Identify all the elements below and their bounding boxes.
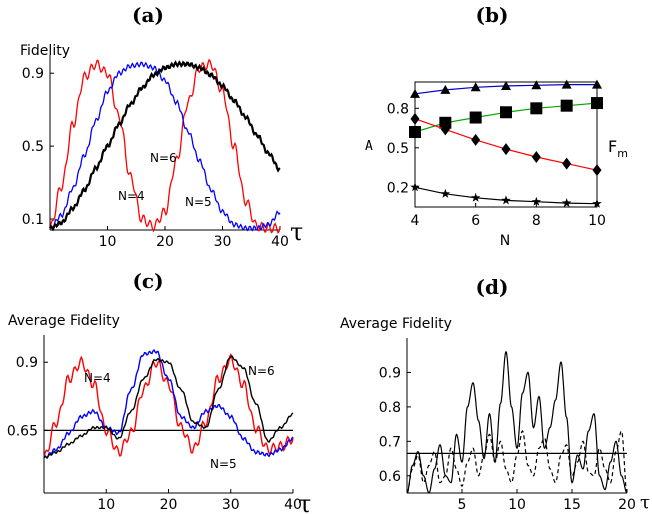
a-ytick-label: 0.5: [22, 139, 44, 155]
b-square-marker: [409, 126, 421, 138]
c-annotation-n5: N=5: [210, 457, 237, 471]
b-square-marker: [530, 102, 543, 115]
b-ytick-label: 0.2: [387, 180, 409, 196]
b-diamond-marker: [440, 123, 450, 136]
b-diamond-marker: [471, 133, 481, 146]
b-triangle-marker: [592, 79, 602, 89]
panel-a-xvar: τ: [290, 218, 303, 246]
panel-b-title: (b): [476, 3, 509, 27]
a-ytick-label: 0.9: [22, 66, 44, 82]
b-xtick-label: 8: [532, 213, 541, 229]
b-diamond-marker: [410, 112, 420, 125]
d-ytick-label: 0.6: [379, 469, 401, 485]
plot-d: 5 10 15 20 0.6 0.7 0.8 0.9: [379, 338, 636, 513]
c-series-line-N=4: [43, 352, 294, 458]
b-diamond-marker: [562, 157, 572, 170]
b-triangle-marker: [470, 82, 481, 92]
c-series-line-N=5: [43, 348, 294, 460]
c-series-line-N=6: [43, 354, 294, 459]
b-triangle-marker: [531, 80, 542, 90]
d-ytick-label: 0.7: [379, 434, 401, 450]
a-series-line-N=6: [49, 60, 281, 232]
d-ytick-label: 0.9: [379, 365, 401, 381]
panel-c-ylabel: Average Fidelity: [8, 313, 120, 329]
c-xtick-label: 30: [222, 497, 240, 513]
a-annotation-n5: N=5: [185, 195, 212, 209]
b-star-marker: [440, 188, 451, 198]
d-series-line-dashed: [406, 430, 628, 494]
b-star-marker: [470, 192, 481, 202]
c-annotation-n4: N=4: [84, 371, 111, 385]
a-series-line-N=4: [49, 58, 281, 234]
panel-b-right-label: Fm: [608, 137, 628, 160]
d-xtick-label: 15: [563, 497, 581, 513]
b-square-marker: [439, 116, 452, 129]
b-triangle-marker: [440, 84, 451, 94]
plot-a: 10 20 30 40 0.1 0.5 0.9 N=4 N=5 N=6: [22, 55, 289, 250]
b-star-marker: [410, 182, 420, 192]
panel-d: Average Fidelity τ 5 10 15 20 0.6 0.7 0.8 0.9: [340, 316, 650, 513]
a-annotation-n6: N=6: [150, 151, 177, 165]
panel-a-ylabel: Fidelity: [20, 43, 70, 59]
a-series-line-N=5: [49, 61, 281, 232]
b-xtick-label: 6: [471, 213, 480, 229]
d-xtick-label: 5: [458, 497, 467, 513]
d-series-line-solid: [406, 350, 628, 494]
panel-b-xlabel: N: [500, 233, 510, 249]
b-triangle-marker: [410, 88, 420, 98]
a-xtick-label: 20: [156, 234, 174, 250]
a-annotation-n4: N=4: [118, 189, 145, 203]
b-square-marker: [591, 97, 603, 110]
panel-c-xvar: τ: [298, 490, 311, 514]
a-xtick-label: 40: [271, 234, 289, 250]
panel-d-ylabel: Average Fidelity: [340, 316, 452, 332]
b-star-marker: [501, 195, 511, 205]
b-diamond-marker: [592, 164, 602, 177]
b-ytick-label: 0.5: [387, 141, 409, 157]
b-star-marker: [561, 198, 572, 208]
panel-a: Fidelity τ 10 20 30 40 0.1 0.5 0.9 N=4 N=5 N=6: [20, 43, 303, 250]
plot-b: 4 6 8 10 0.2 0.5 0.8: [387, 79, 606, 229]
b-xtick-label: 4: [411, 213, 420, 229]
b-diamond-marker: [501, 143, 511, 156]
a-xtick-label: 10: [99, 234, 117, 250]
d-xtick-label: 10: [508, 497, 526, 513]
b-square-marker: [469, 111, 482, 124]
b-triangle-marker: [501, 80, 511, 90]
b-ytick-label: 0.8: [387, 101, 409, 117]
c-xtick-label: 10: [97, 497, 115, 513]
c-annotation-n6: N=6: [248, 364, 275, 378]
b-triangle-marker: [561, 79, 572, 89]
panel-a-title: (a): [132, 3, 164, 27]
plot-c: 10 20 30 40 0.65 0.9 N=4 N=6 N=5: [7, 335, 302, 513]
b-star-marker: [592, 198, 602, 208]
panel-d-title: (d): [476, 275, 509, 299]
b-diamond-marker: [531, 151, 541, 163]
d-ytick-label: 0.8: [379, 400, 401, 416]
a-ytick-label: 0.1: [22, 212, 44, 228]
a-xtick-label: 30: [214, 234, 232, 250]
c-ytick-label: 0.65: [7, 423, 38, 439]
b-square-marker: [500, 106, 512, 119]
c-ytick-label: 0.9: [16, 355, 38, 371]
c-xtick-label: 20: [160, 497, 178, 513]
b-square-marker: [560, 99, 573, 112]
panel-d-xvar: τ: [640, 492, 650, 513]
b-star-marker: [531, 196, 542, 206]
c-xtick-label: 40: [284, 497, 302, 513]
d-xtick-label: 20: [618, 497, 636, 513]
panel-b-ylabel: A: [365, 139, 373, 154]
panel-c-title: (c): [132, 269, 163, 293]
b-xtick-label: 10: [588, 213, 606, 229]
panel-c: Average Fidelity τ 10 20 30 40 0.65 0.9 N=4 N=6…: [7, 313, 311, 514]
panel-b: A N Fm 4 6 8 10 0.2 0.5 0.8: [365, 79, 628, 249]
